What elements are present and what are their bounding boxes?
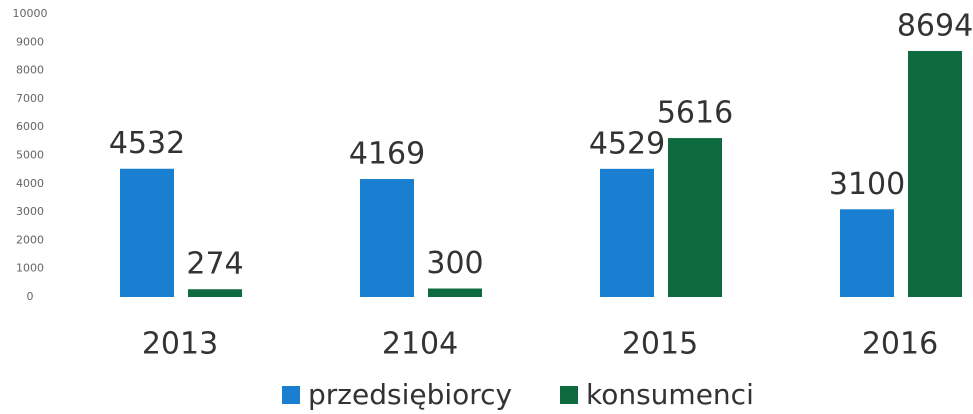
- data-label: 300: [426, 246, 483, 281]
- y-tick-label: 7000: [16, 92, 44, 105]
- x-tick-label: 2013: [142, 327, 218, 362]
- bar: [360, 179, 414, 297]
- data-label: 4169: [349, 137, 425, 172]
- data-label: 3100: [829, 167, 905, 202]
- y-tick-label: 9000: [16, 35, 44, 48]
- data-label: 274: [186, 247, 243, 282]
- y-tick-label: 2000: [16, 233, 44, 246]
- legend-label: konsumenci: [586, 378, 754, 411]
- y-tick-label: 0: [27, 290, 34, 303]
- y-tick-label: 10000: [13, 7, 48, 20]
- bar: [600, 168, 654, 297]
- y-tick-label: 8000: [16, 64, 44, 77]
- bar: [840, 209, 894, 297]
- x-tick-label: 2016: [862, 327, 938, 362]
- bar: [428, 288, 482, 297]
- bar: [668, 138, 722, 297]
- y-tick-label: 1000: [16, 262, 44, 275]
- x-tick-label: 2104: [382, 327, 458, 362]
- x-tick-label: 2015: [622, 327, 698, 362]
- legend-swatch: [282, 386, 300, 404]
- data-label: 4532: [109, 126, 185, 161]
- data-label: 8694: [897, 8, 973, 43]
- legend-label: przedsiębiorcy: [308, 378, 512, 411]
- y-tick-label: 4000: [16, 177, 44, 190]
- bar: [908, 50, 962, 297]
- y-tick-label: 3000: [16, 205, 44, 218]
- y-tick-label: 5000: [16, 149, 44, 162]
- bar: [188, 289, 242, 297]
- data-label: 5616: [657, 96, 733, 131]
- data-label: 4529: [589, 126, 665, 161]
- bar: [120, 168, 174, 297]
- legend-swatch: [560, 386, 578, 404]
- y-tick-label: 6000: [16, 120, 44, 133]
